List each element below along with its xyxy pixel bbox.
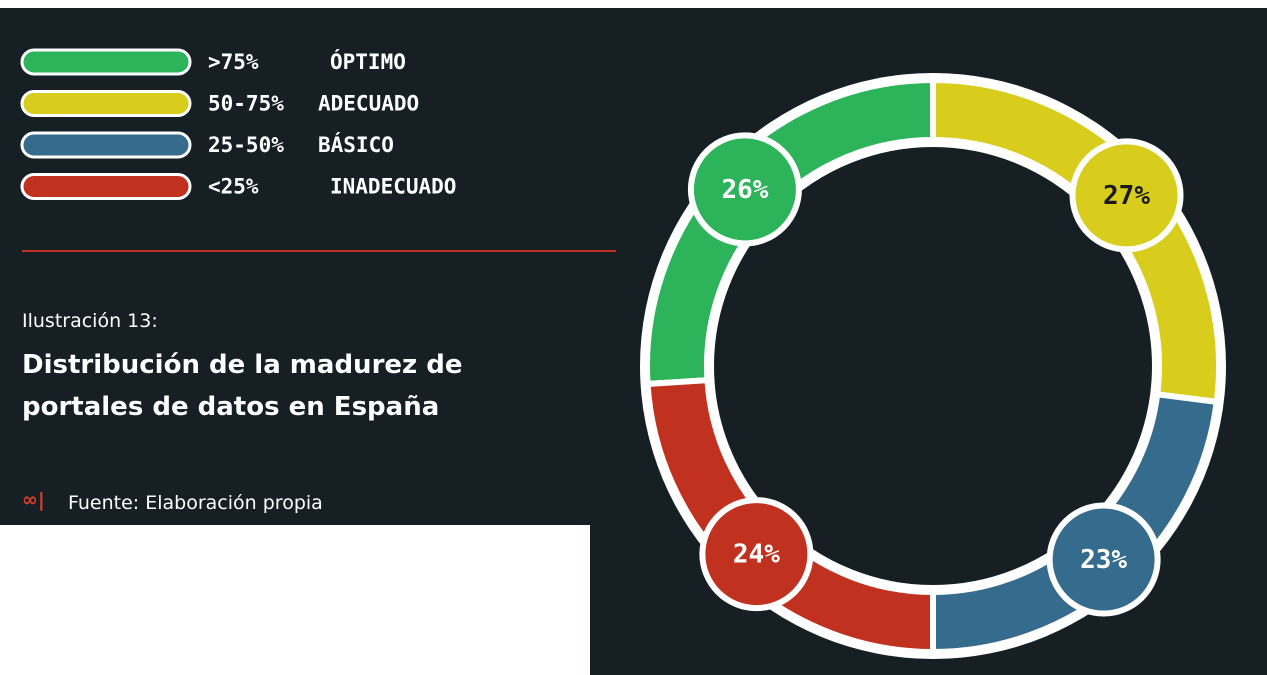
legend-range: 50-75% xyxy=(208,92,284,116)
legend-label: ADECUADO xyxy=(318,92,419,116)
value-badge xyxy=(699,497,814,612)
legend-swatch xyxy=(20,90,192,117)
legend-label: ÓPTIMO xyxy=(330,49,406,74)
value-badge xyxy=(1069,138,1184,253)
legend-range: >75% xyxy=(208,50,259,74)
legend-swatch xyxy=(20,173,192,200)
legend-label: BÁSICO xyxy=(318,132,394,157)
value-label: 24% xyxy=(733,540,780,570)
value-badge xyxy=(1046,502,1161,617)
blank-area xyxy=(0,525,590,675)
legend-swatch xyxy=(20,48,192,76)
legend-range: <25% xyxy=(208,175,259,199)
value-label: 26% xyxy=(721,175,768,205)
legend-range: 25-50% xyxy=(208,133,284,157)
legend-swatch xyxy=(20,131,192,159)
chart-title: Distribución de la madurez de portales d… xyxy=(22,350,463,422)
top-border xyxy=(0,0,1267,8)
value-label: 27% xyxy=(1103,181,1150,211)
value-badge xyxy=(687,132,802,247)
source: Fuente: Elaboración propia xyxy=(68,492,323,514)
figure-label: Ilustración 13: xyxy=(22,310,158,332)
legend-label: INADECUADO xyxy=(330,175,456,199)
donut-segment xyxy=(644,377,936,656)
value-label: 23% xyxy=(1080,545,1127,575)
source-icon: ∞| xyxy=(22,489,45,511)
inner-hole xyxy=(708,141,1158,591)
